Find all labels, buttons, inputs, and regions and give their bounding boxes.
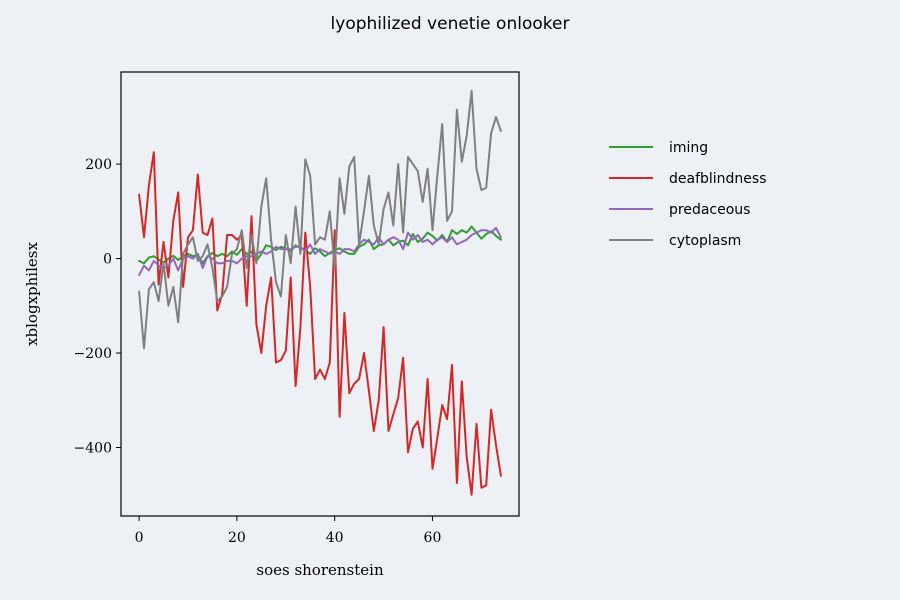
y-axis-label: xblogxphilesx xyxy=(23,242,41,346)
chart-title: lyophilized venetie onlooker xyxy=(331,14,570,34)
x-tick-label: 40 xyxy=(326,530,344,546)
legend-label-iming: iming xyxy=(669,140,708,156)
plot-area xyxy=(120,71,520,517)
legend-label-cytoplasm: cytoplasm xyxy=(669,233,741,249)
x-tick-label: 0 xyxy=(135,530,144,546)
y-axis-ticks: −400 −200 0 200 xyxy=(74,157,121,457)
legend-label-predaceous: predaceous xyxy=(669,202,750,218)
x-axis-ticks: 0 20 40 60 xyxy=(135,516,442,546)
series-line-deafblindness xyxy=(138,151,502,496)
legend: iming deafblindness predaceous cytoplasm xyxy=(609,140,767,249)
y-tick-label: 200 xyxy=(85,157,112,173)
x-axis-label: soes shorenstein xyxy=(256,561,384,579)
y-tick-label: −400 xyxy=(74,441,112,457)
legend-label-deafblindness: deafblindness xyxy=(669,171,767,187)
x-tick-label: 60 xyxy=(424,530,442,546)
y-tick-label: −200 xyxy=(74,346,112,362)
series-lines xyxy=(138,89,502,496)
x-tick-label: 20 xyxy=(228,530,246,546)
y-tick-label: 0 xyxy=(103,252,112,268)
series-line-cytoplasm xyxy=(138,89,502,350)
